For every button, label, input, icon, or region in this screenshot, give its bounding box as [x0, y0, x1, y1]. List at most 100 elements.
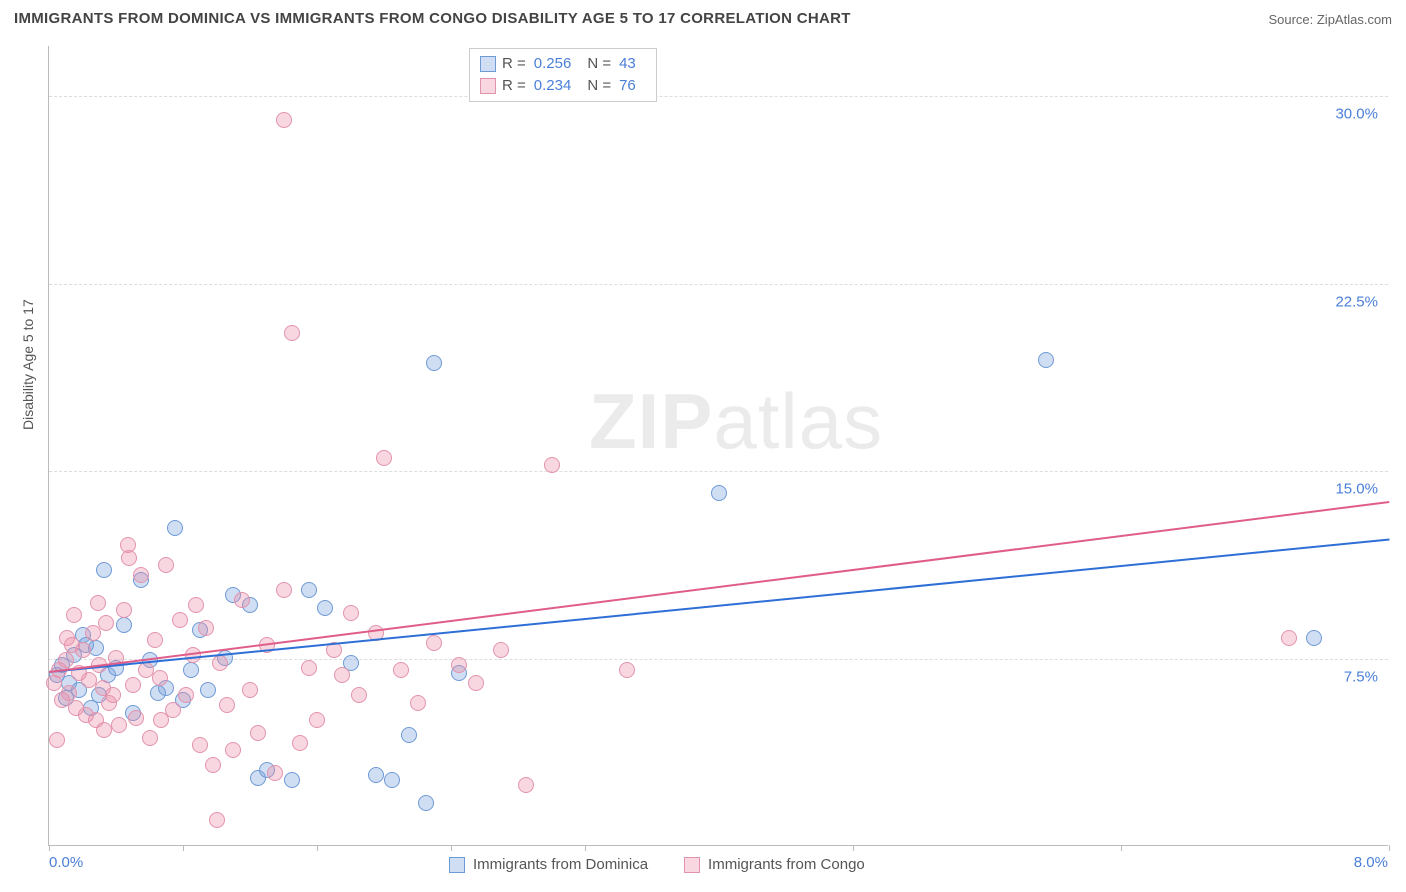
scatter-point — [711, 485, 727, 501]
scatter-point — [219, 697, 235, 713]
scatter-point — [301, 582, 317, 598]
source-attribution: Source: ZipAtlas.com — [1268, 12, 1392, 27]
scatter-point — [183, 662, 199, 678]
scatter-point — [116, 602, 132, 618]
scatter-point — [167, 520, 183, 536]
scatter-point — [152, 670, 168, 686]
legend-swatch — [480, 56, 496, 72]
scatter-point — [234, 592, 250, 608]
correlation-legend: R = 0.256 N = 43 R = 0.234 N = 76 — [469, 48, 657, 102]
legend-n-label: N = — [587, 53, 611, 75]
scatter-point — [276, 582, 292, 598]
scatter-point — [85, 625, 101, 641]
scatter-point — [66, 607, 82, 623]
legend-r-label: R = — [502, 75, 526, 97]
scatter-point — [1281, 630, 1297, 646]
scatter-point — [147, 632, 163, 648]
legend-n-value: 43 — [619, 53, 636, 75]
scatter-point — [426, 355, 442, 371]
scatter-point — [209, 812, 225, 828]
gridline — [49, 659, 1388, 660]
scatter-point — [58, 652, 74, 668]
scatter-point — [133, 567, 149, 583]
legend-r-label: R = — [502, 53, 526, 75]
watermark: ZIPatlas — [589, 376, 883, 467]
x-tick — [853, 845, 854, 851]
scatter-point — [384, 772, 400, 788]
scatter-point — [334, 667, 350, 683]
x-tick — [317, 845, 318, 851]
scatter-point — [250, 725, 266, 741]
x-tick-label: 0.0% — [49, 854, 83, 871]
legend-item: Immigrants from Congo — [684, 856, 865, 873]
scatter-point — [393, 662, 409, 678]
gridline — [49, 96, 1388, 97]
scatter-point — [343, 605, 359, 621]
x-tick — [1389, 845, 1390, 851]
scatter-point — [90, 595, 106, 611]
scatter-point — [212, 655, 228, 671]
scatter-point — [61, 685, 77, 701]
scatter-point — [158, 557, 174, 573]
legend-n-value: 76 — [619, 75, 636, 97]
chart-title: IMMIGRANTS FROM DOMINICA VS IMMIGRANTS F… — [14, 10, 851, 27]
x-tick-label: 8.0% — [1354, 854, 1388, 871]
scatter-point — [368, 767, 384, 783]
legend-r-value: 0.234 — [534, 75, 572, 97]
y-tick-label: 22.5% — [1335, 293, 1378, 310]
scatter-point — [98, 615, 114, 631]
scatter-point — [225, 742, 241, 758]
scatter-point — [178, 687, 194, 703]
gridline — [49, 471, 1388, 472]
x-tick — [585, 845, 586, 851]
legend-row: R = 0.256 N = 43 — [480, 53, 646, 75]
scatter-point — [451, 657, 467, 673]
legend-swatch — [449, 857, 465, 873]
scatter-point — [410, 695, 426, 711]
scatter-point — [200, 682, 216, 698]
scatter-point — [544, 457, 560, 473]
scatter-point — [105, 687, 121, 703]
scatter-point — [111, 717, 127, 733]
scatter-point — [59, 630, 75, 646]
scatter-point — [142, 730, 158, 746]
scatter-point — [242, 682, 258, 698]
y-tick-label: 30.0% — [1335, 106, 1378, 123]
scatter-point — [284, 325, 300, 341]
scatter-point — [96, 562, 112, 578]
scatter-point — [205, 757, 221, 773]
scatter-point — [518, 777, 534, 793]
scatter-point — [116, 617, 132, 633]
legend-n-label: N = — [587, 75, 611, 97]
scatter-point — [309, 712, 325, 728]
legend-label: Immigrants from Dominica — [473, 856, 648, 873]
scatter-point — [120, 537, 136, 553]
scatter-point — [125, 677, 141, 693]
y-tick-label: 7.5% — [1344, 668, 1378, 685]
scatter-point — [172, 612, 188, 628]
legend-r-value: 0.256 — [534, 53, 572, 75]
x-tick — [1121, 845, 1122, 851]
scatter-point — [418, 795, 434, 811]
series-legend: Immigrants from Dominica Immigrants from … — [449, 856, 865, 873]
legend-item: Immigrants from Dominica — [449, 856, 648, 873]
regression-line — [49, 501, 1389, 673]
scatter-point — [468, 675, 484, 691]
scatter-plot-area: ZIPatlas 7.5%15.0%22.5%30.0%0.0%8.0%R =0… — [48, 46, 1388, 846]
legend-label: Immigrants from Congo — [708, 856, 865, 873]
gridline — [49, 284, 1388, 285]
scatter-point — [284, 772, 300, 788]
scatter-point — [401, 727, 417, 743]
scatter-point — [192, 737, 208, 753]
chart-header: IMMIGRANTS FROM DOMINICA VS IMMIGRANTS F… — [14, 10, 1392, 36]
x-tick — [451, 845, 452, 851]
scatter-point — [351, 687, 367, 703]
scatter-point — [96, 722, 112, 738]
scatter-point — [1306, 630, 1322, 646]
x-tick — [183, 845, 184, 851]
scatter-point — [292, 735, 308, 751]
y-axis-label: Disability Age 5 to 17 — [20, 299, 36, 430]
y-tick-label: 15.0% — [1335, 481, 1378, 498]
legend-swatch — [684, 857, 700, 873]
scatter-point — [188, 597, 204, 613]
